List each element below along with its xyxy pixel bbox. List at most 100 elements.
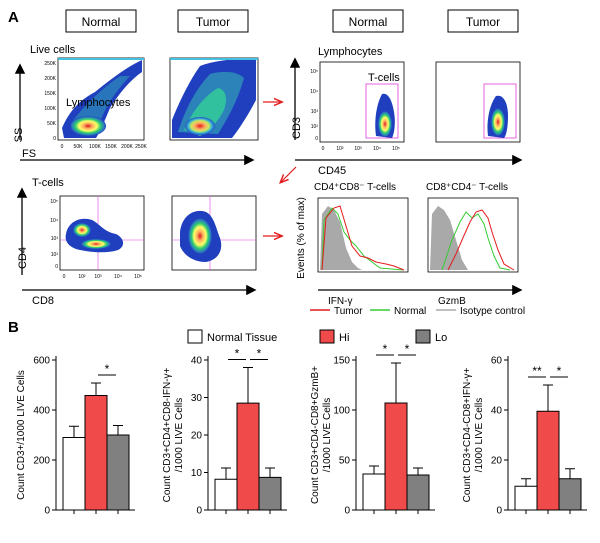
y-tick-label: 0 (496, 506, 502, 517)
scatter-plot-normal-fs-ss (57, 57, 145, 141)
bar-lo (558, 478, 582, 511)
y-tick-label: 600 (33, 356, 50, 367)
svg-text:Tumor: Tumor (466, 15, 500, 29)
svg-text:FS: FS (22, 148, 36, 160)
svg-text:10²: 10² (311, 124, 319, 130)
y-tick-label: 20 (191, 431, 203, 442)
svg-text:0: 0 (315, 136, 318, 142)
legend-label-normal-tissue: Normal Tissue (207, 332, 277, 344)
svg-text:0: 0 (63, 274, 66, 280)
svg-text:10⁵: 10⁵ (310, 69, 318, 75)
y-axis-label: Count CD3+/1000 LIVE Cells (16, 370, 27, 500)
y-tick-label: 60 (491, 356, 503, 367)
ss-y-ticks: 250K 200K 150K 100K 50K 0 (44, 61, 56, 142)
svg-text:10³: 10³ (354, 146, 362, 152)
svg-text:10⁵: 10⁵ (134, 274, 142, 280)
cd4-y-ticks: 10⁵ 10⁴ 10³ 10² 0 (50, 199, 58, 270)
legend-label-lo: Lo (435, 332, 447, 344)
svg-text:10³: 10³ (51, 236, 59, 242)
svg-text:150K: 150K (44, 91, 56, 97)
svg-text:10²: 10² (51, 252, 59, 258)
y-tick-label: 100 (333, 406, 350, 417)
y-axis-label-line2: /1000 LIVE Cells (474, 398, 485, 473)
bar-chart-3: 0 50 100 150 * * Count CD3+CD4-CD8+GzmB+/1000 … (310, 342, 435, 517)
svg-text:200K: 200K (44, 76, 56, 82)
ss-y-axis: SS (13, 63, 26, 143)
scatter-plot-normal-cd8-cd4 (59, 195, 145, 271)
svg-text:10⁴: 10⁴ (310, 89, 318, 95)
svg-text:250K: 250K (135, 144, 147, 150)
svg-text:10³: 10³ (94, 274, 102, 280)
svg-text:CD45: CD45 (318, 165, 346, 177)
significance-star: * (105, 362, 110, 376)
histogram-legend: Tumor Normal Isotype control (310, 306, 525, 317)
y-axis-label: Count CD3+CD4-CD8+IFN-γ+ (462, 367, 473, 502)
condition-box-3: Normal (332, 9, 404, 33)
scatter-plot-tumor-fs-ss (169, 57, 259, 141)
y-tick-label: 0 (344, 506, 350, 517)
svg-text:10³: 10³ (311, 109, 319, 115)
svg-text:50K: 50K (74, 144, 84, 150)
bar-lo (406, 474, 430, 511)
y-tick-label: 30 (191, 393, 203, 404)
t-cells-gate-title: T-cells (32, 177, 64, 189)
legend-label-hi: Hi (339, 332, 349, 344)
histogram-x-axis: IFN-γ GzmB (318, 284, 523, 307)
y-tick-label: 40 (491, 406, 503, 417)
svg-text:0: 0 (53, 136, 56, 142)
histogram-left-title: CD4⁺CD8⁻ T-cells (314, 182, 396, 193)
svg-text:0: 0 (55, 264, 58, 270)
scatter-plot-normal-cd45-cd3 (319, 61, 405, 143)
svg-text:Normal: Normal (349, 15, 388, 29)
histogram-y-axis-label: Events (% of max) (296, 197, 307, 279)
scatter-plot-tumor-cd8-cd4 (171, 195, 257, 271)
svg-text:150K: 150K (105, 144, 117, 150)
y-axis-label-line2: /1000 LIVE Cells (174, 398, 185, 473)
svg-text:100K: 100K (89, 144, 101, 150)
panel-a-label: A (8, 9, 19, 26)
fs-x-axis: FS (20, 148, 255, 166)
y-tick-label: 200 (33, 456, 50, 467)
legend-swatch-hi (319, 329, 335, 344)
cd8-x-axis: CD8 (22, 284, 257, 307)
significance-star: * (257, 347, 262, 361)
svg-text:Tumor: Tumor (196, 15, 230, 29)
significance-star: * (383, 342, 388, 356)
svg-text:10²: 10² (78, 274, 86, 280)
svg-text:250K: 250K (44, 61, 56, 67)
svg-text:CD3: CD3 (291, 117, 303, 139)
bar-lo (258, 476, 282, 511)
legend-swatch-lo (415, 329, 431, 344)
legend-label-isotype: Isotype control (460, 306, 525, 317)
svg-text:CD4: CD4 (17, 247, 29, 269)
live-cells-gate-title: Live cells (30, 44, 76, 56)
svg-text:10⁵: 10⁵ (392, 146, 400, 152)
svg-text:10⁴: 10⁴ (373, 146, 381, 152)
y-axis-label: Count CD3+CD4+CD8-IFN-γ+ (162, 367, 173, 502)
bar-hi (536, 410, 560, 511)
cd3-y-axis: CD3 (289, 57, 303, 140)
fs-x-ticks: 0 50K 100K 150K 200K 250K (61, 144, 148, 150)
y-tick-label: 10 (191, 468, 203, 479)
condition-box-1: Normal (65, 9, 137, 33)
y-tick-label: 0 (196, 506, 202, 517)
y-tick-label: 50 (339, 456, 351, 467)
condition-box-2: Tumor (177, 9, 249, 33)
bar-normal-tissue (362, 473, 386, 511)
panel-b-label: B (8, 319, 19, 336)
cd3-y-ticks: 10⁵ 10⁴ 10³ 10² 0 (310, 69, 318, 142)
svg-text:100K: 100K (44, 106, 56, 112)
y-tick-label: 0 (44, 506, 50, 517)
scatter-plot-tumor-cd45-cd3 (435, 61, 521, 143)
y-axis-label: Count CD3+CD4-CD8+GzmB+ (310, 366, 321, 504)
svg-text:0: 0 (322, 146, 325, 152)
svg-text:SS: SS (13, 128, 25, 143)
svg-text:CD8: CD8 (32, 295, 54, 307)
bar-chart-2: 0 10 20 30 40 * * Count CD3+CD4+CD8-IFN-γ+/1000… (162, 347, 287, 517)
svg-text:IFN-γ: IFN-γ (328, 296, 352, 307)
svg-text:10⁵: 10⁵ (50, 199, 58, 205)
histogram-gzmb (427, 197, 519, 273)
